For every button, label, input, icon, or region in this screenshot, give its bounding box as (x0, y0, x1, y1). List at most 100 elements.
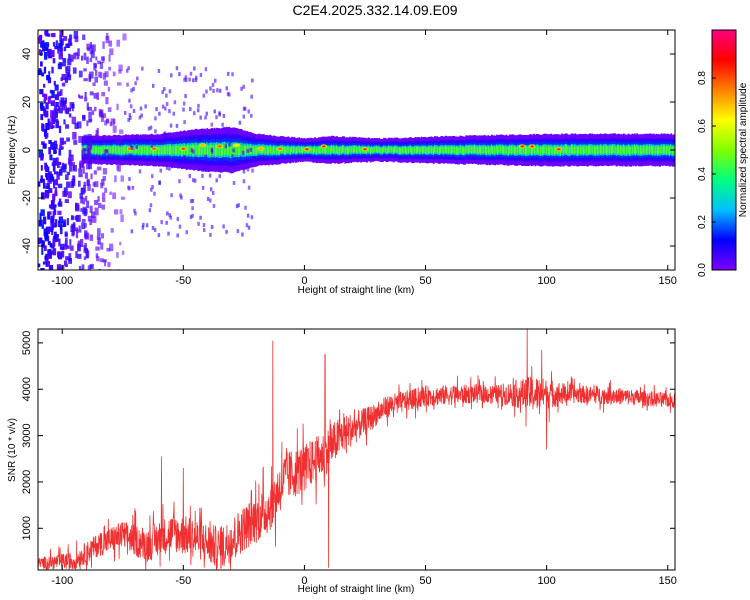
spectrogram-cell (94, 146, 97, 154)
spectrogram-noise (80, 187, 84, 195)
spectrogram-noise (165, 165, 169, 170)
spectrogram-noise (56, 91, 61, 97)
spectrogram-cell (162, 146, 165, 155)
spectrogram-noise (52, 210, 55, 218)
colorbar-gradient (711, 29, 737, 271)
spectrogram-noise (79, 162, 82, 170)
spectrogram-noise (138, 115, 142, 120)
spectrogram-noise (178, 224, 182, 229)
spectrogram-noise (165, 102, 169, 107)
spectrogram-noise (140, 113, 143, 118)
spectrogram-cell (645, 145, 648, 154)
spectrogram-cell (297, 147, 299, 153)
spectrogram-cell (310, 146, 313, 153)
spectrogram-noise (46, 74, 50, 81)
spectrogram-cell (384, 146, 387, 153)
spectrogram-noise (51, 90, 55, 99)
spectrogram-peak (201, 144, 204, 146)
spectrogram-cell (125, 145, 128, 153)
spectrogram-noise (109, 48, 114, 56)
spectrogram-noise (44, 42, 50, 46)
spectrogram-noise (78, 135, 82, 143)
spectrogram-cell (344, 147, 347, 154)
spectrogram-cell (389, 146, 392, 153)
spectrogram-cell (472, 146, 475, 153)
spectrogram-cell (578, 146, 580, 154)
spectrogram-noise (52, 118, 55, 125)
spectrogram-noise (108, 153, 113, 157)
spectrogram-noise (51, 125, 55, 129)
spectrogram-noise (54, 191, 58, 197)
spectrogram-noise (40, 165, 43, 171)
spectrogram-cell (407, 147, 410, 154)
spectrogram-cell (122, 146, 125, 154)
spectrogram-peak (259, 148, 263, 150)
spectrogram-peak (305, 148, 309, 150)
spectrogram-cell (590, 145, 593, 154)
spectrogram-cell (234, 144, 236, 156)
spectrogram-noise (87, 160, 93, 165)
spectrogram-cell (412, 147, 415, 154)
spectrogram-cell (224, 144, 227, 155)
spectrogram-noise (64, 263, 69, 268)
spectrogram-noise (90, 173, 93, 180)
spectrogram-cell (235, 144, 238, 155)
spectrogram-noise (44, 194, 49, 199)
spectrogram-cell (240, 144, 243, 155)
spectrogram-cell (159, 146, 161, 155)
spectrogram-cell (591, 145, 594, 154)
spectrogram-cell (97, 147, 100, 154)
spectrogram-noise (119, 129, 124, 134)
spectrogram-noise (104, 120, 108, 126)
spectrogram-noise (82, 147, 87, 152)
spectrogram-cell (413, 147, 416, 154)
spectrogram-noise (71, 223, 76, 228)
spectrogram-noise (44, 110, 49, 118)
spectrogram-noise (102, 113, 107, 119)
spectrogram-noise (53, 171, 59, 175)
spectrogram-cell (144, 146, 147, 154)
spectrogram-noise (168, 166, 171, 171)
spectrogram-noise (108, 40, 113, 47)
spectrogram-cell (206, 144, 209, 155)
spectrogram-x-tick-label: -50 (175, 275, 191, 287)
spectrogram-noise (99, 61, 104, 69)
spectrogram-peak (322, 145, 326, 148)
spectrogram-cell (327, 146, 330, 154)
spectrogram-cell (337, 147, 339, 154)
spectrogram-cell (633, 145, 636, 154)
spectrogram-noise (50, 110, 54, 118)
spectrogram-cell (570, 145, 573, 154)
spectrogram-cell (589, 145, 591, 154)
spectrogram-noise (101, 92, 106, 97)
spectrogram-noise (129, 143, 133, 148)
spectrogram-noise (92, 44, 96, 52)
spectrogram-cell (521, 146, 524, 155)
spectrogram-noise (194, 75, 198, 80)
spectrogram-noise (65, 43, 70, 48)
spectrogram-noise (79, 95, 84, 99)
spectrogram-cell (323, 146, 326, 154)
spectrogram-cell (134, 146, 137, 154)
spectrogram-cell (603, 145, 606, 154)
spectrogram-noise (225, 86, 229, 91)
spectrogram-frame (37, 29, 676, 271)
spectrogram-noise (191, 178, 195, 183)
spectrogram-cell (598, 146, 601, 154)
spectrogram-cell (506, 147, 509, 155)
spectrogram-cell (334, 146, 337, 154)
spectrogram-cell (320, 147, 322, 154)
spectrogram-cell (120, 146, 123, 155)
spectrogram-noise (73, 140, 78, 145)
spectrogram-noise (192, 149, 195, 154)
spectrogram-noise (71, 231, 75, 237)
spectrogram-noise (157, 233, 161, 238)
spectrogram-noise (118, 64, 123, 72)
spectrogram-noise (51, 225, 54, 230)
spectrogram-cell (615, 146, 618, 155)
spectrogram-noise (63, 119, 66, 125)
spectrogram-noise (102, 259, 107, 263)
spectrogram-noise (165, 93, 168, 98)
spectrogram-cell (93, 146, 96, 153)
